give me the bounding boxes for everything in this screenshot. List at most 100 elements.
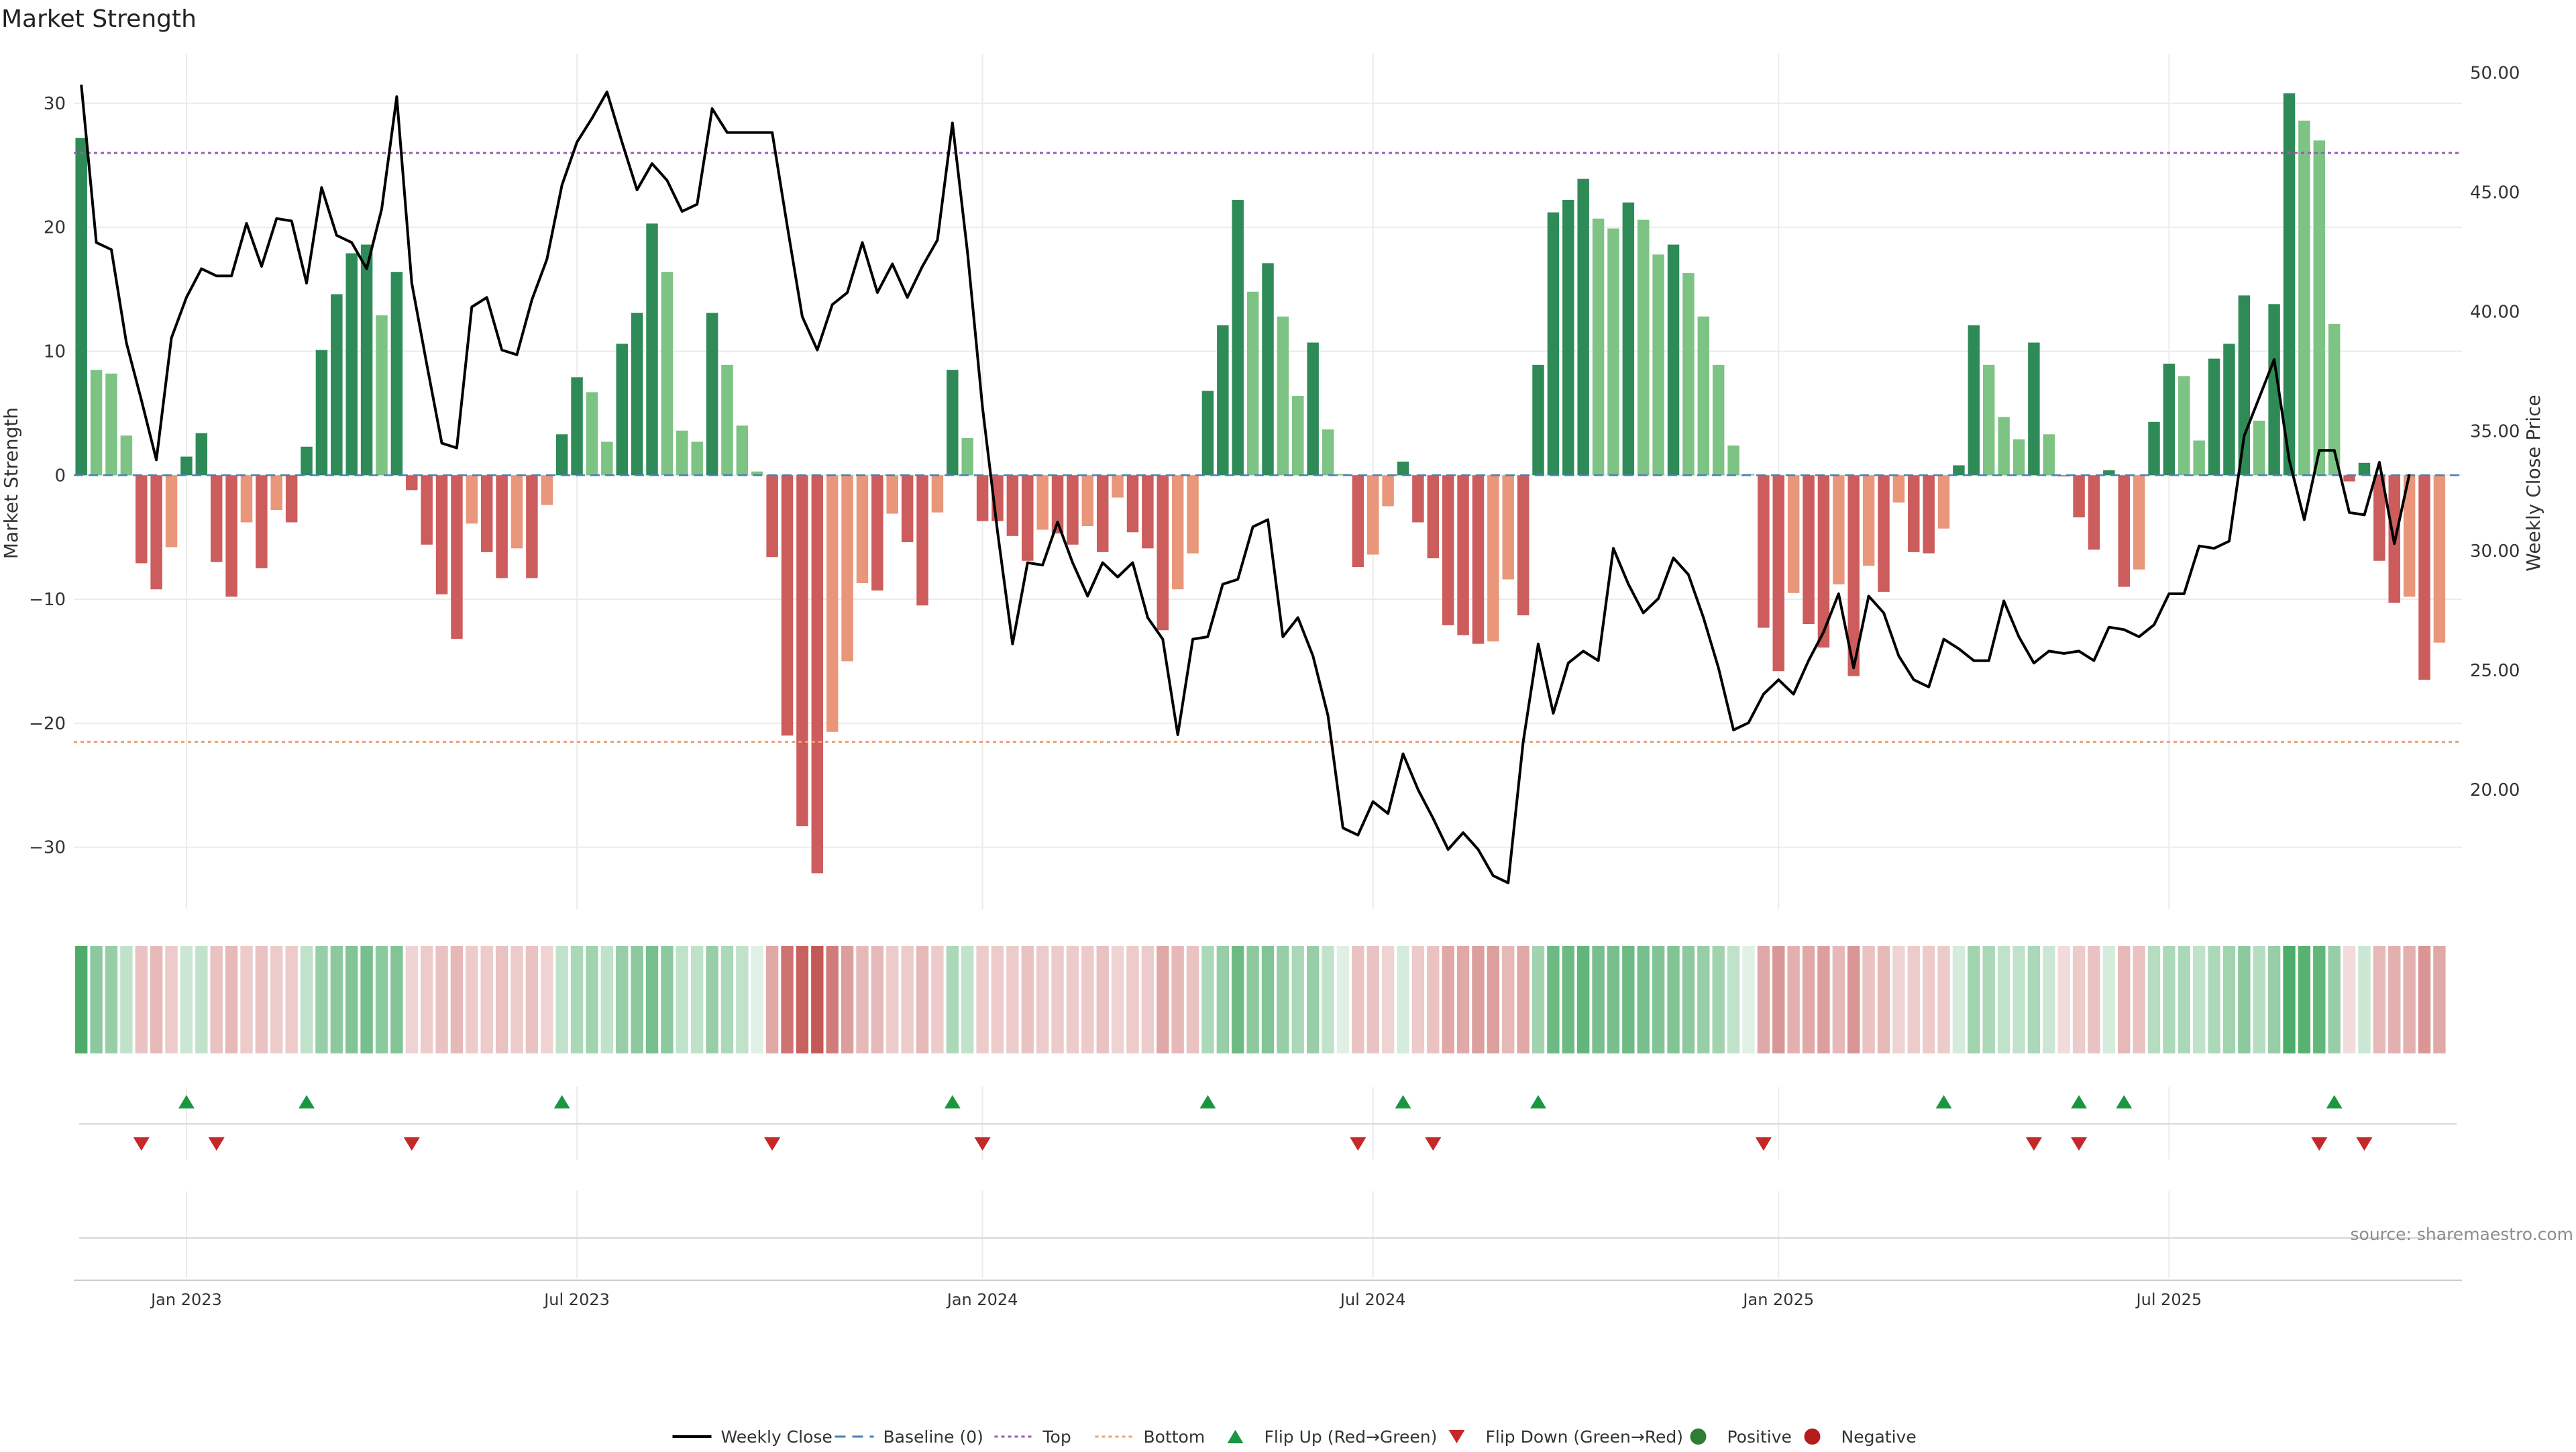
strength-bar	[421, 475, 433, 545]
strength-bar	[961, 437, 973, 476]
strength-bars	[75, 93, 2446, 874]
strength-bar	[256, 475, 268, 568]
band-cell	[1171, 946, 1184, 1053]
legend-item: Baseline (0)	[835, 1427, 983, 1447]
strength-bar	[360, 244, 373, 476]
strength-bar	[2118, 475, 2130, 587]
band-cell	[1006, 946, 1019, 1053]
band-cell	[1487, 946, 1500, 1053]
band-cell	[375, 946, 388, 1053]
band-cell	[555, 946, 568, 1053]
band-cell	[105, 946, 118, 1053]
legend-item: Bottom	[1095, 1427, 1205, 1447]
band-cell	[480, 946, 493, 1053]
strength-bar	[195, 433, 208, 476]
band-cell	[300, 946, 313, 1053]
y2-tick-label: 30.00	[2470, 541, 2520, 562]
y2-tick-label: 25.00	[2470, 661, 2520, 681]
strength-bar	[676, 430, 688, 476]
strength-bar	[886, 475, 898, 514]
strength-bar	[2403, 475, 2416, 597]
strength-bar	[826, 475, 839, 732]
band-cell	[1427, 946, 1440, 1053]
strength-bar	[931, 475, 944, 513]
band-cell	[1306, 946, 1320, 1053]
flip-up-marker	[1530, 1095, 1547, 1108]
strength-bar	[2268, 304, 2280, 476]
strength-bar	[2057, 475, 2070, 477]
reference-lines	[74, 152, 2462, 743]
strength-bar	[1667, 244, 1680, 476]
band-cell	[991, 946, 1004, 1053]
band-cell	[135, 946, 148, 1053]
strength-bar	[1892, 475, 1905, 503]
band-cell	[1502, 946, 1515, 1053]
flip-up-marker	[2326, 1095, 2343, 1108]
strength-bar	[466, 475, 478, 524]
strength-bar	[1246, 291, 1259, 476]
band-cell	[180, 946, 193, 1053]
band-cell	[2043, 946, 2055, 1053]
strength-bar	[1592, 218, 1605, 476]
strength-bar	[616, 344, 628, 476]
strength-bar	[1427, 475, 1440, 559]
strength-bar	[1217, 325, 1229, 476]
strength-bar	[2163, 363, 2176, 476]
band-cell	[1772, 946, 1785, 1053]
strength-bar	[1201, 391, 1214, 476]
legend-swatch-circle	[1804, 1429, 1821, 1445]
band-cell	[1832, 946, 1845, 1053]
strength-bar	[871, 475, 883, 591]
strength-bar	[270, 475, 282, 510]
strength-bar	[1847, 475, 1860, 676]
band-cell	[1592, 946, 1605, 1053]
band-cell	[1126, 946, 1139, 1053]
band-cell	[525, 946, 539, 1053]
band-cell	[1937, 946, 1950, 1053]
strength-bar	[2073, 475, 2085, 518]
strength-bar	[1051, 475, 1064, 534]
strength-bar	[2193, 440, 2205, 476]
strength-bar	[2313, 140, 2326, 476]
band-cell	[1892, 946, 1905, 1053]
flip-up-marker	[2071, 1095, 2088, 1108]
band-cell	[811, 946, 824, 1053]
band-cell	[826, 946, 839, 1053]
y-tick-label: 20	[44, 218, 66, 238]
legend-item: Positive	[1690, 1427, 1792, 1447]
strength-bar	[1652, 254, 1664, 476]
flip-up-marker	[944, 1095, 961, 1108]
band-cell	[1456, 946, 1470, 1053]
flip-down-marker	[403, 1137, 420, 1151]
source-note: source: sharemaestro.com	[2351, 1225, 2574, 1244]
flip-up-marker	[553, 1095, 570, 1108]
y-axis-right: 50.00 45.00 40.00 35.00 30.00 25.00 20.00	[2470, 63, 2520, 800]
strength-bar	[2283, 93, 2296, 476]
band-cell	[720, 946, 734, 1053]
legend-label: Flip Down (Green→Red)	[1486, 1427, 1684, 1447]
band-cell	[1907, 946, 1920, 1053]
band-cell	[1802, 946, 1815, 1053]
strength-bar	[2433, 475, 2446, 643]
strength-bar	[706, 313, 718, 476]
band-cell	[1622, 946, 1635, 1053]
legend-label: Flip Up (Red→Green)	[1265, 1427, 1438, 1447]
band-cell	[570, 946, 584, 1053]
chart-title: Market Strength	[1, 5, 197, 33]
strength-bar	[1697, 316, 1710, 476]
strength-bar	[1727, 445, 1739, 476]
band-cell	[856, 946, 869, 1053]
band-cell	[2328, 946, 2341, 1053]
band-cell	[2118, 946, 2131, 1053]
band-cell	[330, 946, 343, 1053]
flip-up-marker	[299, 1095, 315, 1108]
band-cell	[736, 946, 749, 1053]
strength-bar	[947, 370, 959, 476]
strength-bar	[1758, 475, 1770, 628]
y-tick-label: −20	[29, 714, 66, 734]
strength-bar	[136, 475, 148, 564]
strength-bar	[1787, 475, 1800, 593]
band-cell	[1652, 946, 1665, 1053]
strength-bar	[1457, 475, 1469, 635]
band-cell	[450, 946, 464, 1053]
